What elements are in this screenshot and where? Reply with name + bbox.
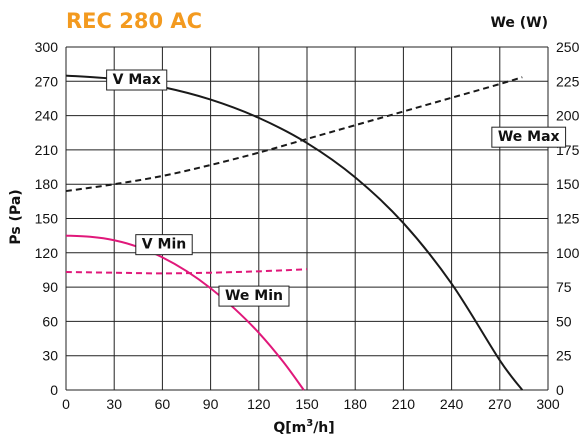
y-tick-label: 30 [42,348,58,364]
series-label-v-max: V Max [106,69,168,91]
series-label-we-min: We Min [218,285,290,307]
svg-text:V Max: V Max [113,72,161,88]
y-tick-label: 0 [50,382,58,398]
svg-text:We Min: We Min [225,288,283,304]
y2-tick-label: 50 [556,313,572,329]
series-line-v-max [65,74,524,391]
y2-tick-label: 150 [556,176,580,192]
y2-tick-label: 100 [556,245,580,261]
y2-axis-title: We (W) [490,15,548,31]
y-axis-title: Ps (Pa) [8,189,24,244]
svg-text:We Max: We Max [498,129,560,145]
y-tick-label: 90 [42,279,58,295]
y2-tick-label: 225 [556,73,580,89]
x-tick-label: 0 [62,396,70,412]
series-line-v-min [65,234,305,391]
series-labels: V Max We Max V Min We Min [106,69,567,307]
x-axis-title: Q[m3/h] [273,418,334,436]
series-label-v-min: V Min [135,234,193,256]
y2-tick-label: 250 [556,39,580,55]
y-axis-ticks: 0 30 60 90 120 150 180 210 240 270 300 [35,39,59,398]
series-line-we-min [65,268,308,275]
y2-tick-label: 125 [556,211,580,227]
y-tick-label: 60 [42,313,58,329]
y-tick-label: 270 [35,73,59,89]
chart-title: REC 280 AC [66,9,202,33]
x-tick-label: 210 [392,396,416,412]
y-tick-label: 210 [35,142,59,158]
y2-tick-label: 200 [556,108,580,124]
series-line-we-max [65,76,523,193]
y2-tick-label: 25 [556,348,572,364]
x-tick-label: 240 [440,396,464,412]
y2-tick-label: 0 [556,382,564,398]
series-lines [65,74,524,391]
y-tick-label: 180 [35,176,59,192]
x-axis-ticks: 0 30 60 90 120 150 180 210 240 270 300 [62,396,560,412]
svg-text:V Min: V Min [142,237,186,253]
x-tick-label: 270 [488,396,512,412]
y-tick-label: 300 [35,39,59,55]
x-tick-label: 300 [536,396,560,412]
x-tick-label: 60 [155,396,171,412]
y-tick-label: 120 [35,245,59,261]
y-tick-label: 150 [35,211,59,227]
x-tick-label: 30 [106,396,122,412]
x-tick-label: 90 [203,396,219,412]
x-tick-label: 150 [295,396,319,412]
grid [65,46,549,391]
y2-tick-label: 75 [556,279,572,295]
x-tick-label: 180 [344,396,368,412]
x-tick-label: 120 [247,396,271,412]
y-tick-label: 240 [35,108,59,124]
series-label-we-max: We Max [491,126,567,148]
